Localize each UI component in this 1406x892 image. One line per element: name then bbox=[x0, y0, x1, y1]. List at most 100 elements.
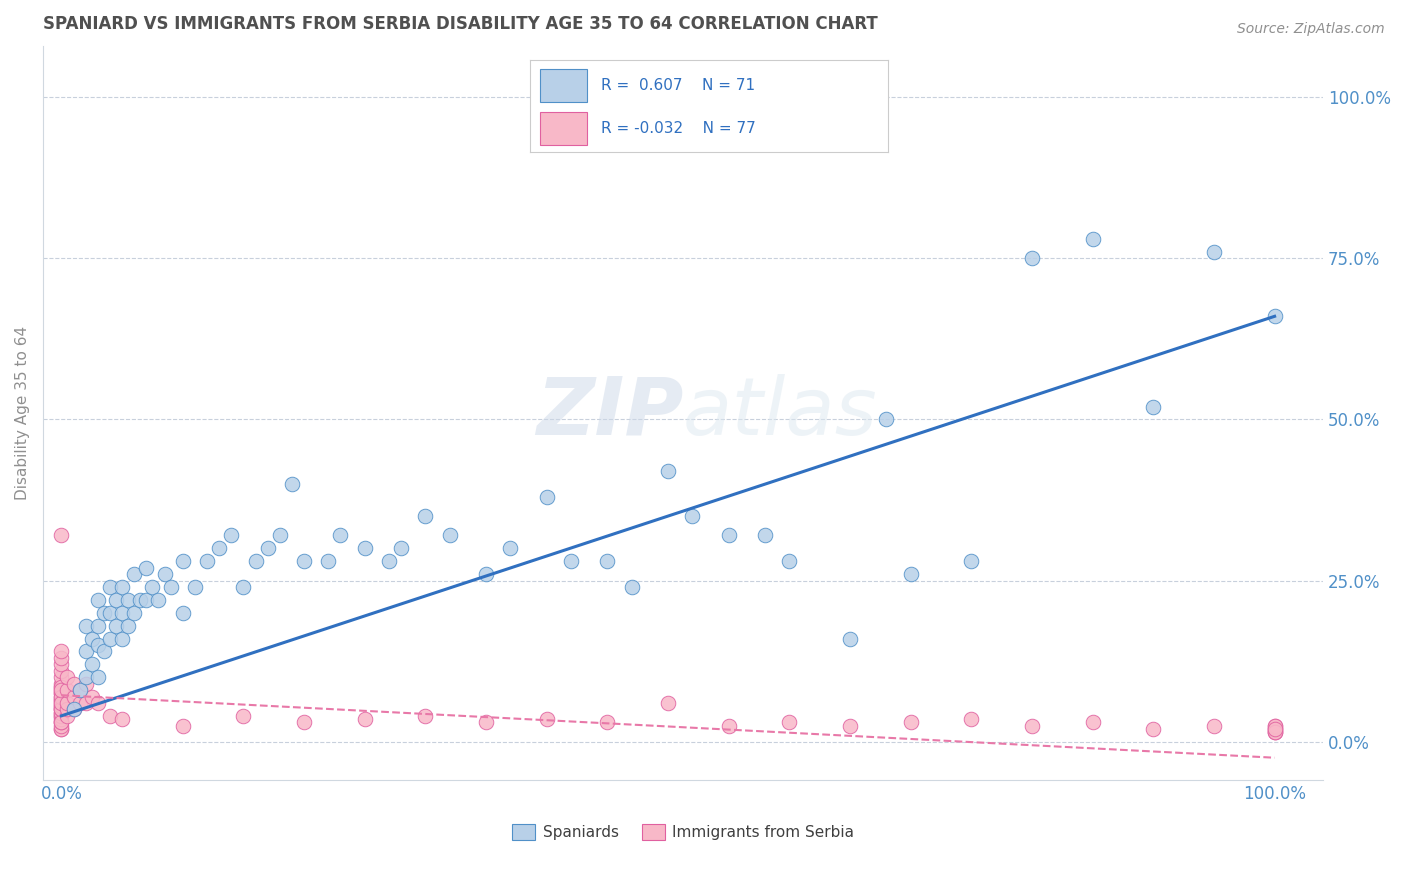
Point bbox=[256, 541, 278, 556]
Point bbox=[87, 592, 110, 607]
Point bbox=[281, 476, 304, 491]
Point bbox=[1264, 718, 1286, 732]
Point bbox=[51, 722, 73, 736]
Point bbox=[219, 528, 242, 542]
Point bbox=[195, 554, 218, 568]
Point bbox=[1264, 718, 1286, 732]
Point bbox=[51, 650, 73, 665]
Point bbox=[51, 690, 73, 704]
Point bbox=[596, 715, 619, 730]
Point bbox=[111, 632, 134, 646]
Text: Source: ZipAtlas.com: Source: ZipAtlas.com bbox=[1237, 22, 1385, 37]
Point bbox=[111, 580, 134, 594]
Point bbox=[717, 528, 740, 542]
Point bbox=[51, 683, 73, 698]
Point bbox=[135, 560, 157, 574]
Point bbox=[1264, 725, 1286, 739]
Point bbox=[900, 567, 922, 582]
Point bbox=[51, 696, 73, 710]
Point bbox=[1264, 725, 1286, 739]
Point bbox=[415, 509, 437, 524]
Point bbox=[657, 696, 679, 710]
Point bbox=[353, 541, 375, 556]
Point bbox=[117, 592, 139, 607]
Point bbox=[839, 632, 862, 646]
Point bbox=[51, 690, 73, 704]
Point bbox=[69, 683, 91, 698]
Point bbox=[111, 606, 134, 620]
Point bbox=[51, 692, 73, 706]
Point bbox=[960, 712, 983, 726]
Point bbox=[69, 696, 91, 710]
Point bbox=[56, 709, 79, 723]
Point bbox=[620, 580, 643, 594]
Point bbox=[80, 657, 103, 672]
Point bbox=[51, 528, 73, 542]
Point bbox=[232, 709, 254, 723]
Point bbox=[51, 706, 73, 720]
Point bbox=[1264, 722, 1286, 736]
Point bbox=[378, 554, 401, 568]
Point bbox=[122, 606, 145, 620]
Point bbox=[172, 554, 194, 568]
Point bbox=[657, 464, 679, 478]
Point bbox=[111, 712, 134, 726]
Point bbox=[51, 702, 73, 716]
Point bbox=[536, 490, 558, 504]
Point bbox=[51, 706, 73, 720]
Point bbox=[51, 686, 73, 700]
Point bbox=[51, 692, 73, 706]
Point bbox=[51, 676, 73, 690]
Point bbox=[269, 528, 291, 542]
Point bbox=[499, 541, 522, 556]
Point bbox=[69, 683, 91, 698]
Point bbox=[51, 686, 73, 700]
Point bbox=[62, 702, 84, 716]
Point bbox=[87, 670, 110, 684]
Point bbox=[681, 509, 703, 524]
Point bbox=[117, 618, 139, 632]
Point bbox=[75, 696, 97, 710]
Point bbox=[104, 618, 127, 632]
Point bbox=[778, 715, 800, 730]
Point bbox=[51, 680, 73, 694]
Point bbox=[389, 541, 412, 556]
Point bbox=[51, 644, 73, 658]
Point bbox=[98, 580, 121, 594]
Point bbox=[56, 702, 79, 716]
Y-axis label: Disability Age 35 to 64: Disability Age 35 to 64 bbox=[15, 326, 30, 500]
Point bbox=[292, 715, 315, 730]
Point bbox=[98, 632, 121, 646]
Point bbox=[62, 676, 84, 690]
Point bbox=[839, 718, 862, 732]
Point bbox=[148, 592, 170, 607]
Point bbox=[93, 644, 115, 658]
Point bbox=[98, 709, 121, 723]
Point bbox=[62, 702, 84, 716]
Point bbox=[51, 680, 73, 694]
Point bbox=[415, 709, 437, 723]
Point bbox=[51, 699, 73, 714]
Point bbox=[51, 715, 73, 730]
Point bbox=[141, 580, 163, 594]
Point bbox=[960, 554, 983, 568]
Point bbox=[316, 554, 339, 568]
Point bbox=[1264, 725, 1286, 739]
Point bbox=[51, 709, 73, 723]
Point bbox=[1264, 722, 1286, 736]
Point bbox=[596, 554, 619, 568]
Legend: Spaniards, Immigrants from Serbia: Spaniards, Immigrants from Serbia bbox=[506, 818, 860, 847]
Point bbox=[292, 554, 315, 568]
Point bbox=[75, 644, 97, 658]
Point bbox=[75, 618, 97, 632]
Point bbox=[56, 670, 79, 684]
Point bbox=[560, 554, 582, 568]
Point bbox=[93, 606, 115, 620]
Point bbox=[51, 709, 73, 723]
Point bbox=[51, 715, 73, 730]
Point bbox=[62, 690, 84, 704]
Point bbox=[1021, 718, 1043, 732]
Point bbox=[1142, 722, 1164, 736]
Point bbox=[172, 606, 194, 620]
Text: ZIP: ZIP bbox=[536, 374, 683, 452]
